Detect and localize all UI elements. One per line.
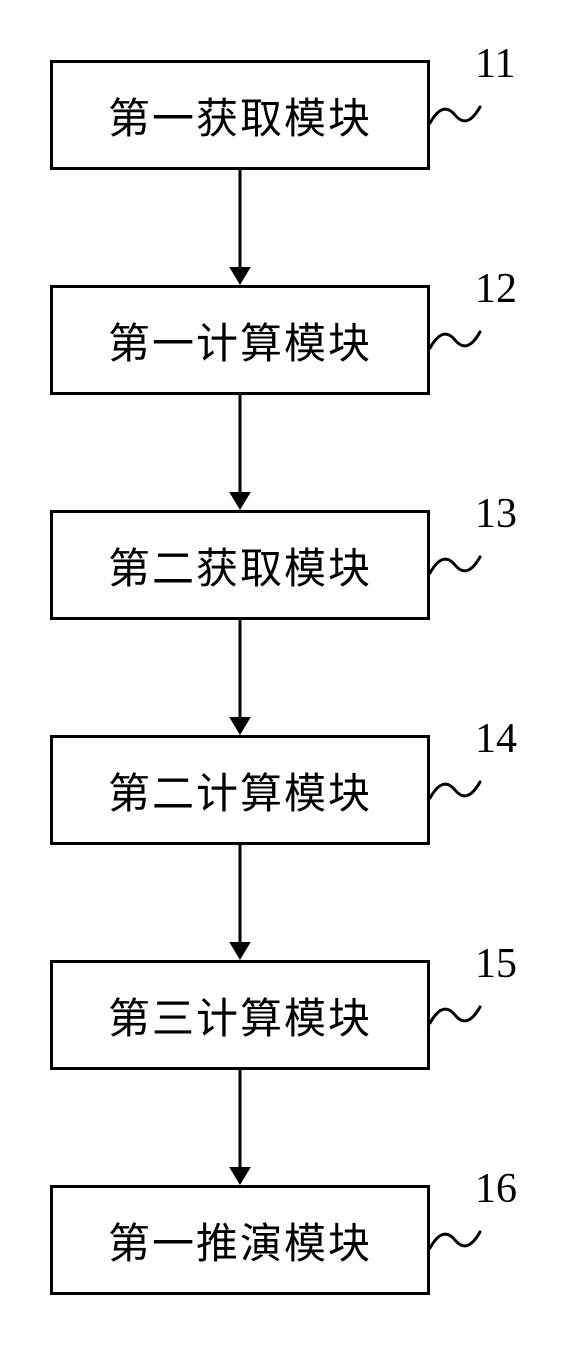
node-text: 第三计算模块	[108, 985, 372, 1046]
node-label: 13	[475, 490, 517, 538]
flowchart-node: 第一推演模块	[50, 1185, 430, 1295]
flowchart-arrow	[220, 395, 260, 510]
flowchart-node: 第一获取模块	[50, 60, 430, 170]
flowchart-arrow	[220, 845, 260, 960]
tilde-connector	[425, 95, 485, 135]
flowchart-arrow	[220, 170, 260, 285]
node-label: 11	[475, 40, 515, 88]
tilde-connector	[425, 770, 485, 810]
node-label: 14	[475, 715, 517, 763]
flowchart-node: 第一计算模块	[50, 285, 430, 395]
node-label: 16	[475, 1165, 517, 1213]
node-text: 第二获取模块	[108, 535, 372, 596]
node-label: 12	[475, 265, 517, 313]
flowchart-node: 第三计算模块	[50, 960, 430, 1070]
node-label: 15	[475, 940, 517, 988]
node-text: 第一获取模块	[108, 85, 372, 146]
node-text: 第一计算模块	[108, 310, 372, 371]
tilde-connector	[425, 1220, 485, 1260]
flowchart-arrow	[220, 620, 260, 735]
tilde-connector	[425, 995, 485, 1035]
flowchart-node: 第二计算模块	[50, 735, 430, 845]
tilde-connector	[425, 545, 485, 585]
tilde-connector	[425, 320, 485, 360]
node-text: 第二计算模块	[108, 760, 372, 821]
node-text: 第一推演模块	[108, 1210, 372, 1271]
flowchart-arrow	[220, 1070, 260, 1185]
flowchart-node: 第二获取模块	[50, 510, 430, 620]
